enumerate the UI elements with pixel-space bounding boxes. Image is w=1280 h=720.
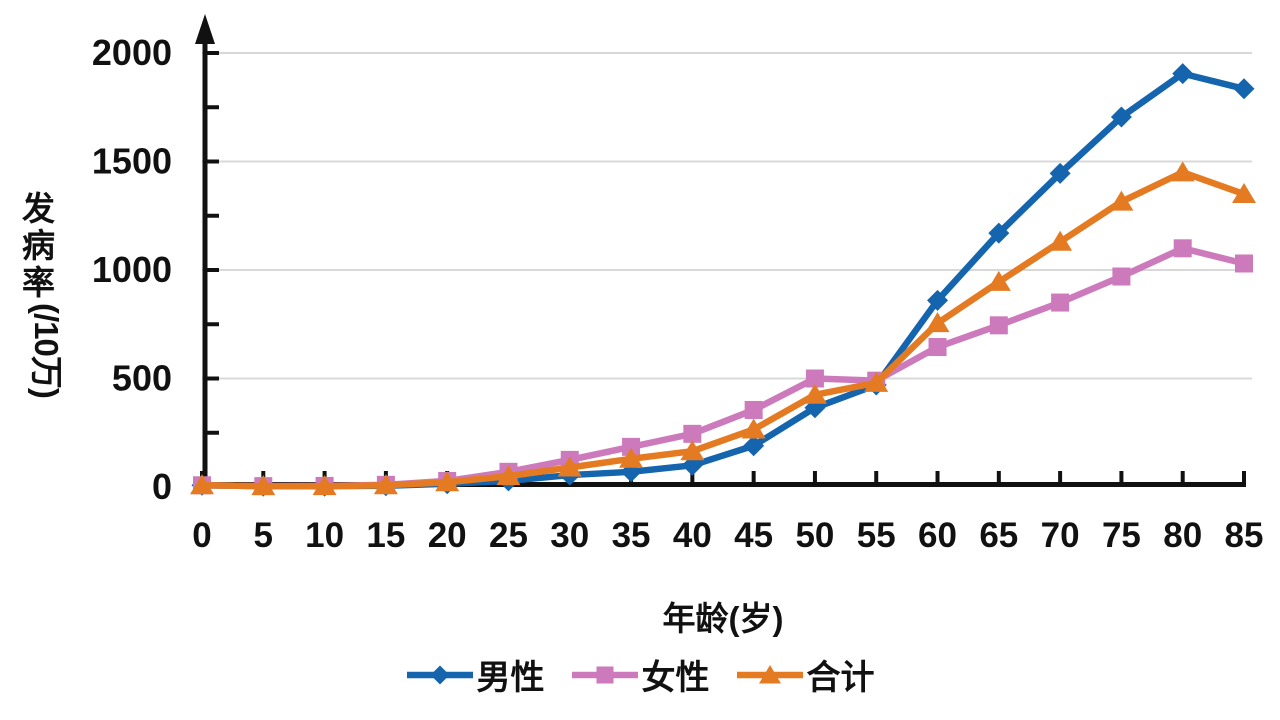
series-男性 [191, 63, 1255, 497]
data-point-marker [1051, 293, 1070, 312]
data-point-marker [683, 424, 702, 443]
series-合计 [190, 161, 1256, 496]
data-point-marker [986, 270, 1011, 291]
legend-label-total: 合计 [806, 659, 875, 697]
male-series-swatch-icon [406, 665, 473, 684]
legend-label-male: 男性 [476, 659, 545, 697]
data-point-marker [496, 465, 521, 486]
x-tick-label: 85 [1225, 516, 1264, 555]
incidence-line-chart: 0 500 1000 1500 2000 0 5 10 15 20 25 30 35 40 45 50 55 60… [92, 14, 1264, 555]
data-point-marker [251, 475, 276, 496]
x-tick-label: 60 [918, 516, 957, 555]
data-point-marker [1049, 162, 1071, 184]
legend-marker-icon [430, 665, 449, 684]
x-tick-label: 20 [428, 516, 467, 555]
legend-item-male: 男性 [406, 650, 545, 699]
x-tick-label: 0 [192, 516, 211, 555]
data-point-marker [743, 435, 765, 457]
data-point-marker [680, 440, 705, 461]
data-point-marker [989, 316, 1008, 335]
x-tick-label: 40 [673, 516, 712, 555]
x-tick-label: 25 [489, 516, 528, 555]
legend-label-female: 女性 [641, 659, 710, 697]
series-line [201, 245, 1245, 490]
data-point-marker [435, 471, 460, 492]
data-point-marker [1234, 254, 1253, 273]
chart-legend: 男性 女性 合计 [0, 650, 1280, 699]
y-tick-label: 2000 [92, 32, 172, 73]
data-point-marker [741, 418, 766, 439]
x-tick-label: 75 [1102, 516, 1141, 555]
female-series-swatch-icon [571, 666, 638, 683]
y-axis-title-char: 发 [22, 190, 55, 227]
x-axis-title: 年龄(岁) [662, 600, 784, 637]
data-point-marker [925, 312, 950, 333]
data-point-marker [864, 371, 889, 392]
data-point-marker [1110, 106, 1132, 128]
x-tick-label: 30 [550, 516, 589, 555]
data-point-marker [190, 474, 214, 495]
data-point-marker [1233, 78, 1255, 100]
data-point-marker [1112, 267, 1131, 286]
data-point-marker [805, 369, 824, 388]
data-point-marker [1173, 239, 1192, 258]
data-point-marker [622, 437, 641, 456]
series-line [201, 169, 1246, 490]
x-tick-label: 10 [305, 516, 344, 555]
y-axis-title-main: 发病率 [22, 190, 70, 301]
legend-item-total: 合计 [736, 650, 875, 699]
data-point-marker [1048, 230, 1073, 251]
y-axis-title-char: 病 [22, 227, 55, 264]
x-tick-label: 45 [734, 516, 773, 555]
x-tick-label: 65 [979, 516, 1018, 555]
data-point-marker [312, 475, 337, 496]
data-point-marker [802, 383, 827, 404]
x-tick-label: 70 [1041, 516, 1080, 555]
y-tick-label: 0 [152, 466, 172, 507]
data-point-marker [1172, 63, 1194, 85]
x-tick-label: 50 [795, 516, 834, 555]
x-tick-label: 5 [254, 516, 273, 555]
data-point-marker [744, 400, 763, 419]
x-tick-label: 15 [366, 516, 405, 555]
y-axis-title-unit: (/10万) [28, 303, 65, 398]
data-point-marker [928, 338, 947, 357]
y-tick-label: 500 [112, 358, 172, 399]
x-tick-label: 55 [857, 516, 896, 555]
legend-item-female: 女性 [571, 650, 710, 699]
y-tick-label: 1000 [92, 249, 172, 290]
y-axis-title: 发病率 (/10万) [22, 190, 70, 398]
data-point-marker [988, 222, 1010, 244]
x-tick-label: 80 [1163, 516, 1202, 555]
data-point-marker [1231, 183, 1256, 204]
legend-marker-icon [758, 664, 781, 683]
y-tick-label: 1500 [92, 141, 172, 182]
legend-marker-icon [596, 666, 613, 683]
data-point-marker [1170, 161, 1195, 182]
data-point-marker [927, 289, 949, 311]
x-tick-label: 35 [612, 516, 651, 555]
data-point-marker [1109, 190, 1134, 211]
y-axis-arrow-icon [195, 14, 215, 44]
y-axis-title-char: 率 [22, 264, 55, 301]
total-series-swatch-icon [736, 664, 803, 683]
data-point-marker [619, 447, 644, 468]
data-point-marker [373, 474, 398, 495]
data-point-marker [557, 456, 582, 477]
